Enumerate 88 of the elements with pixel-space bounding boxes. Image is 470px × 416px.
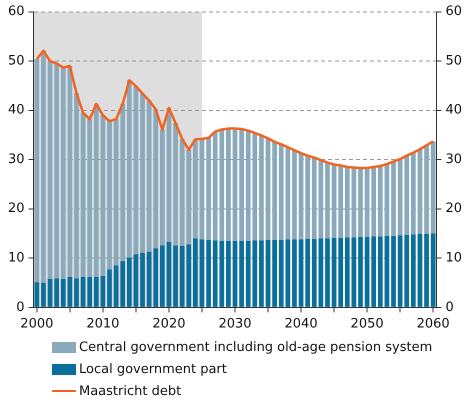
bar xyxy=(192,139,198,238)
legend-label: Maastricht debt xyxy=(79,384,182,398)
x-tick-label: 2010 xyxy=(86,316,120,332)
bar xyxy=(87,119,92,277)
y-tick-label: 60 xyxy=(8,4,25,20)
bar xyxy=(312,158,317,239)
y-tick-label: 50 xyxy=(8,53,25,68)
bar xyxy=(94,276,99,307)
bar xyxy=(153,248,158,307)
bar xyxy=(404,234,410,307)
bar xyxy=(371,236,376,307)
bar xyxy=(186,244,192,307)
bar xyxy=(219,240,224,307)
bar xyxy=(312,238,317,307)
bar xyxy=(34,282,40,307)
bar xyxy=(430,234,436,307)
bar xyxy=(219,130,224,241)
bar xyxy=(278,144,284,240)
bar xyxy=(54,64,60,278)
bar xyxy=(252,240,258,307)
bar xyxy=(34,59,40,282)
bar xyxy=(430,141,436,234)
bar xyxy=(404,156,410,235)
bar xyxy=(180,246,185,307)
bar xyxy=(378,166,383,236)
bar xyxy=(120,261,126,307)
y-tick-label: 30 xyxy=(8,152,25,167)
y2-tick-label: 20 xyxy=(445,201,462,216)
bar xyxy=(160,130,165,246)
bar xyxy=(285,239,290,307)
bar xyxy=(278,240,284,307)
bar xyxy=(398,235,403,307)
bar xyxy=(378,236,383,307)
x-tick-label: 2020 xyxy=(152,316,186,332)
bar xyxy=(212,240,218,307)
bar xyxy=(285,147,290,240)
bar xyxy=(146,100,152,252)
bar xyxy=(192,238,198,307)
bar xyxy=(371,166,376,236)
bar xyxy=(246,130,251,241)
bar xyxy=(54,278,60,307)
bar xyxy=(318,160,324,238)
bar xyxy=(87,276,92,307)
bar xyxy=(94,104,99,277)
bar xyxy=(305,238,310,307)
y-tick-label: 0 xyxy=(16,300,25,315)
y2-tick-label: 40 xyxy=(445,102,462,118)
y-tick-label: 10 xyxy=(8,250,25,266)
bar xyxy=(146,252,152,307)
bar xyxy=(160,245,165,307)
bar xyxy=(338,166,344,238)
x-tick-label: 2060 xyxy=(416,316,450,332)
y2-tick-label: 60 xyxy=(445,4,462,20)
y2-tick-label: 10 xyxy=(445,250,462,266)
y2-tick-label: 30 xyxy=(445,152,462,167)
bar xyxy=(67,66,72,277)
bar xyxy=(410,152,416,234)
x-tick-label: 2050 xyxy=(350,316,384,332)
bar xyxy=(126,80,132,258)
x-tick-label: 2030 xyxy=(218,316,252,332)
legend-label: Central government including old-age pension system xyxy=(79,340,432,354)
bar xyxy=(338,238,344,307)
y-tick-label: 40 xyxy=(8,102,25,118)
bar xyxy=(60,278,66,307)
bar xyxy=(272,240,278,307)
legend-label: Local government part xyxy=(79,362,227,376)
y2-tick-label: 50 xyxy=(445,53,462,68)
bar xyxy=(305,156,310,239)
bar xyxy=(410,234,416,307)
x-tick-label: 2040 xyxy=(284,316,318,332)
bar xyxy=(67,276,72,307)
x-tick-label: 2000 xyxy=(20,316,54,332)
bar xyxy=(186,150,192,244)
bar xyxy=(60,67,66,279)
bar xyxy=(126,258,132,307)
bar xyxy=(153,109,158,248)
bar xyxy=(180,138,185,246)
y-tick-label: 20 xyxy=(8,201,25,216)
bar xyxy=(344,166,350,238)
bar xyxy=(344,237,350,307)
bar xyxy=(120,104,126,262)
bar xyxy=(318,238,324,307)
bar xyxy=(272,142,278,240)
bar xyxy=(212,132,218,240)
bar xyxy=(246,240,251,307)
y2-tick-label: 0 xyxy=(445,300,454,315)
bar xyxy=(252,132,258,240)
bar xyxy=(398,159,403,236)
